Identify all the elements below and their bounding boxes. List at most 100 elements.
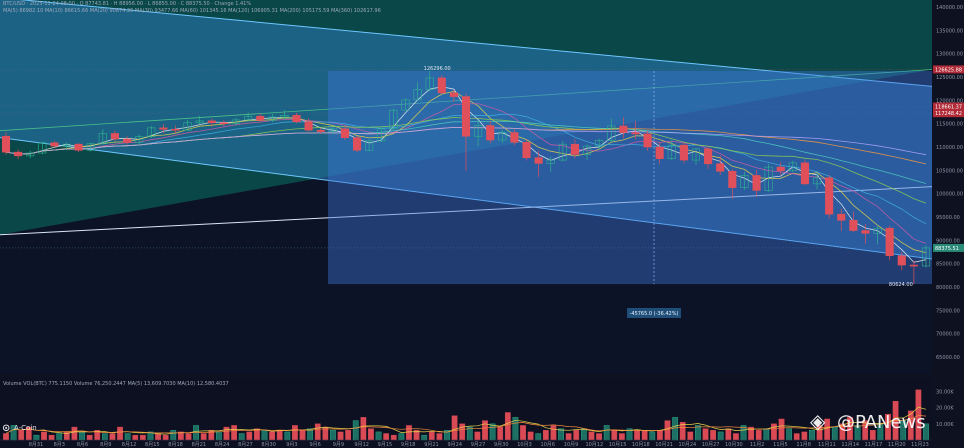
volume-bar <box>261 430 268 441</box>
volume-bar <box>436 433 443 441</box>
measure-label: -45765.0 (-36.42%) <box>630 311 679 317</box>
volume-bar <box>634 430 640 441</box>
volume-bar <box>474 431 481 441</box>
candle-body <box>655 146 664 159</box>
candle-body <box>14 151 23 157</box>
volume-bar <box>216 431 222 441</box>
high-price-label: 126296.00 <box>424 66 451 72</box>
volume-ma-line <box>5 406 927 435</box>
price-tick-label: 115000.00 <box>936 122 963 128</box>
candle-body <box>740 175 749 188</box>
candle-body <box>788 162 797 172</box>
watermark-left: A-Coin <box>14 424 37 432</box>
candle-body <box>147 127 156 138</box>
candle <box>401 98 410 111</box>
volume-bar <box>755 430 762 441</box>
price-tag-label: 88375.51 <box>935 246 959 252</box>
candle-body <box>62 143 71 147</box>
price-tick-label: 105000.00 <box>936 168 963 174</box>
candle <box>123 136 132 145</box>
time-tick-label: 9月15 <box>378 442 393 448</box>
candle-body <box>837 213 846 221</box>
volume-bar <box>139 434 146 441</box>
time-tick-label: 10月27 <box>702 442 720 448</box>
candle-body <box>110 133 120 140</box>
candle <box>570 139 580 159</box>
candle <box>377 127 386 143</box>
volume-bar <box>793 433 800 441</box>
time-axis[interactable]: 8月31 8月3 8月6 8月9 8月12 8月15 8月18 8月21 8月24 8月27 8月3… <box>0 439 932 448</box>
candle <box>716 155 725 175</box>
candle <box>667 139 676 161</box>
volume-bar <box>550 425 557 441</box>
candle-body <box>716 163 725 172</box>
volume-bar <box>588 431 595 441</box>
candle <box>800 159 810 186</box>
candle-body <box>316 129 325 132</box>
time-tick-label: 8月3 <box>54 442 65 448</box>
candle-body <box>256 115 265 121</box>
candle-body <box>607 125 616 141</box>
candle-body <box>861 230 870 234</box>
price-tick-label: 140000.00 <box>936 5 963 11</box>
volume-bar <box>497 426 504 441</box>
volume-bar <box>178 431 184 441</box>
candle <box>825 175 834 219</box>
time-tick-label: 10月24 <box>679 442 697 448</box>
price-tag-label: 118661.37 <box>935 105 962 111</box>
volume-bar <box>71 426 78 441</box>
candle-body <box>389 109 398 130</box>
volume-bar <box>733 433 739 441</box>
price-tag <box>933 243 964 252</box>
candle-body <box>98 133 107 145</box>
candle <box>183 119 192 131</box>
candle <box>861 224 870 244</box>
candle-body <box>365 140 374 151</box>
candle-body <box>522 142 531 159</box>
range-measure-box <box>328 70 932 285</box>
candle <box>546 156 555 172</box>
candle-body <box>764 166 773 191</box>
candle-body <box>1 135 11 153</box>
candle <box>607 118 616 143</box>
candle <box>316 127 325 134</box>
price-tag-label: 117248.42 <box>935 111 962 117</box>
candle <box>486 120 495 144</box>
measure-badge <box>627 308 681 318</box>
volume-bar <box>330 430 336 441</box>
volume-bar <box>101 433 108 441</box>
volume-bar <box>580 428 587 441</box>
candle <box>812 172 822 190</box>
volume-bar <box>33 434 40 441</box>
volume-bar <box>352 420 359 441</box>
candle-body <box>207 120 216 124</box>
time-tick-label: 10月3 <box>517 442 532 448</box>
volume-bar <box>162 434 169 441</box>
candle-body <box>377 128 386 142</box>
volume-ma-lines <box>5 406 927 435</box>
candle-body <box>921 247 931 267</box>
candle <box>50 140 59 148</box>
candle-body <box>849 219 858 231</box>
candle-body <box>486 125 495 141</box>
candle <box>837 208 846 231</box>
candle-body <box>123 138 132 143</box>
candle-body <box>800 162 810 185</box>
candle <box>595 138 604 150</box>
volume-bar <box>155 433 161 441</box>
time-tick-label: 9月27 <box>471 442 486 448</box>
volume-bar <box>527 431 534 441</box>
candle-body <box>534 157 543 164</box>
price-tag <box>933 109 964 118</box>
price-axis[interactable]: 140000.00 135000.00 130000.00 125000.00 1200… <box>932 0 964 448</box>
candle-body <box>413 89 422 101</box>
time-tick-label: 9月12 <box>354 442 369 448</box>
candle <box>74 142 83 153</box>
volume-bar <box>565 433 572 441</box>
time-tick-label: 10月21 <box>655 442 673 448</box>
candle <box>873 225 882 245</box>
candle-body <box>691 148 701 161</box>
volume-bar <box>117 426 123 441</box>
